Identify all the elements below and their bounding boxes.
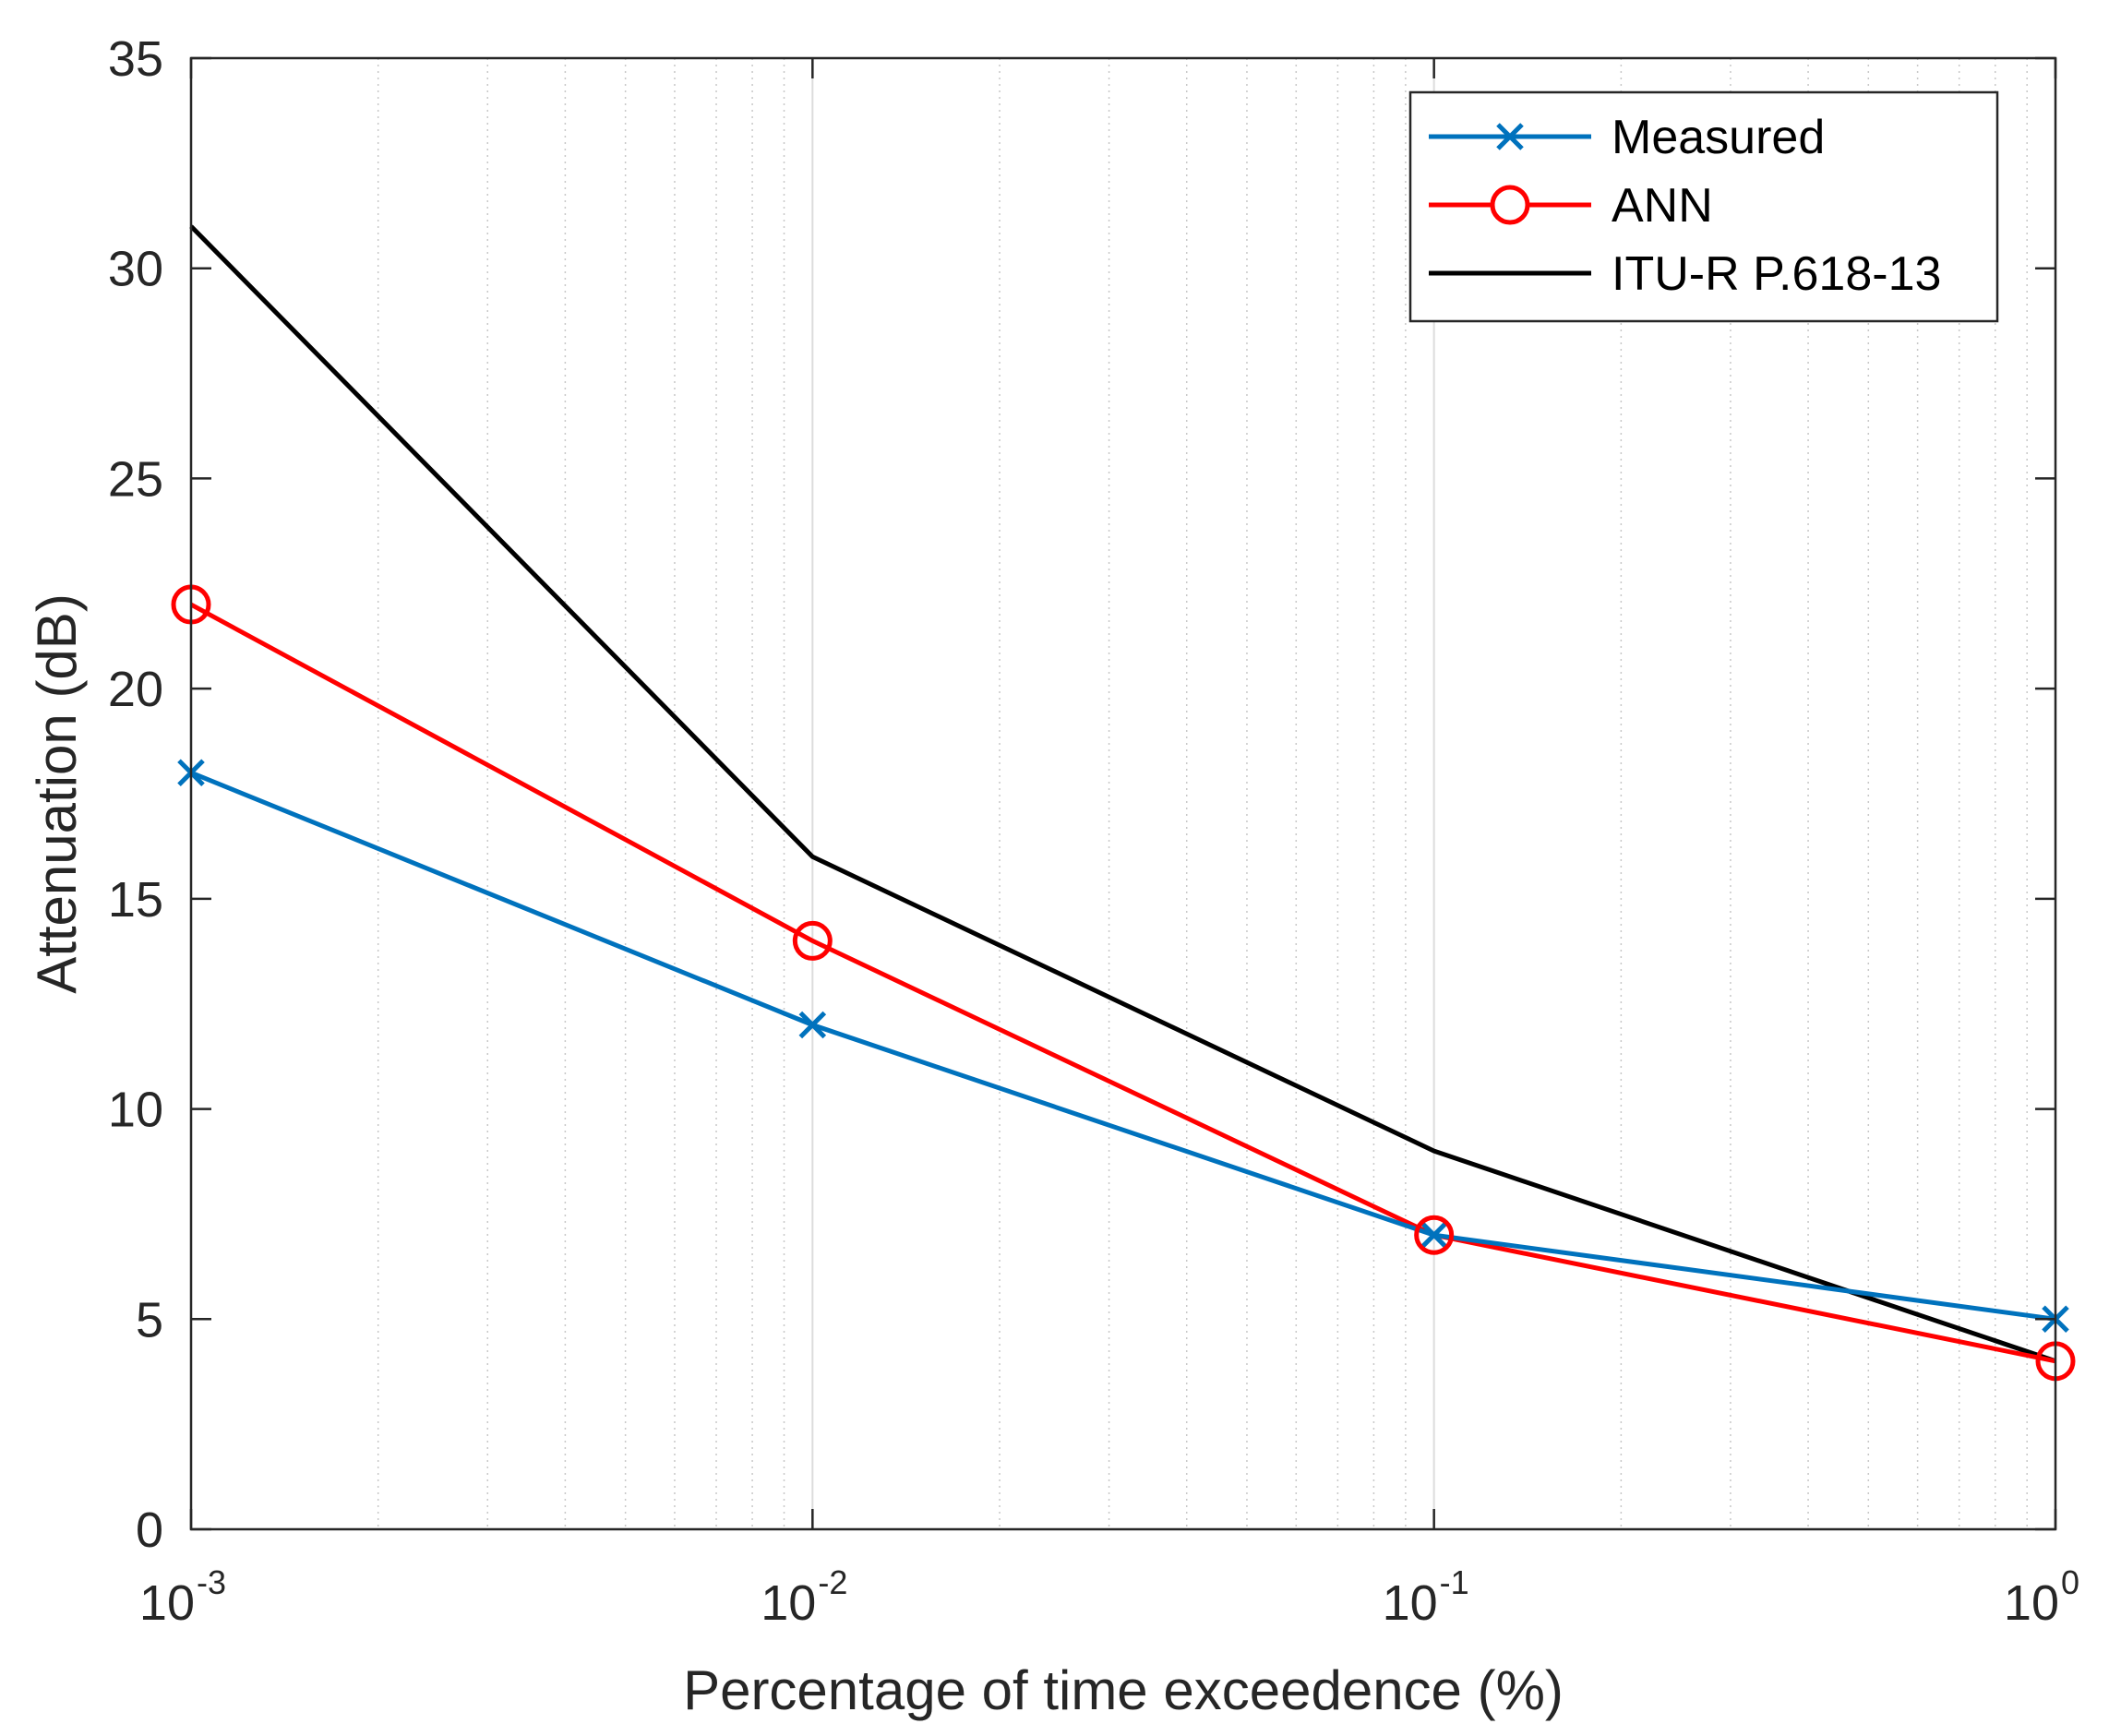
axes [189,56,2057,1531]
legend: Measured ANN ITU-R P.618-13 [1408,90,1999,323]
legend-label: Measured [1612,111,1825,164]
x-tick-exponent: -3 [197,1563,226,1601]
marker-stroke [798,1011,827,1039]
x-tick-label: 10 -1 [1383,1563,1469,1631]
legend-entry: ITU-R P.618-13 [1429,247,1941,301]
x-tick-base: 10 [2004,1575,2059,1631]
x-tick-base: 10 [761,1575,816,1631]
y-tick-label: 5 [136,1292,163,1347]
data-point-measured [798,1011,827,1039]
y-axis-label: Attenuation (dB) [26,593,88,994]
x-tick-base: 10 [1383,1575,1438,1631]
y-tick-label: 30 [108,242,163,297]
x-tick-exponent: -1 [1440,1563,1469,1601]
y-tick-label: 25 [108,451,163,507]
y-tick-label: 20 [108,662,163,717]
legend-entry: ANN [1429,179,1713,233]
data-point-ann [792,920,833,961]
x-tick-exponent: 0 [2061,1563,2079,1601]
x-tick-label: 10 0 [2004,1563,2079,1631]
legend-entry: Measured [1429,111,1825,164]
x-tick-label: 10 -3 [139,1563,226,1631]
y-tick-label: 15 [108,872,163,928]
series-line-itu-r-p-618-13 [189,224,2056,1364]
data-point-ann [1414,1215,1455,1255]
x-tick-base: 10 [139,1575,195,1631]
series-line-measured [190,770,2056,1322]
legend-label: ANN [1612,179,1713,233]
legend-marker [1490,185,1530,225]
x-axis-label: Percentage of time exceedence (%) [683,1659,1564,1721]
data-point-measured [1420,1221,1448,1249]
y-tick-label: 35 [108,31,163,87]
y-tick-label: 10 [108,1083,163,1138]
x-tick-label: 10 -2 [761,1563,847,1631]
plot-box [189,56,2057,1531]
legend-marker [1496,123,1524,150]
legend-label: ITU-R P.618-13 [1612,247,1941,301]
series-line-ann [189,602,2056,1364]
marker-stroke [1420,1221,1448,1249]
series-layer [171,224,2076,1382]
x-tick-exponent: -2 [818,1563,847,1601]
y-tick-label: 0 [136,1503,163,1558]
